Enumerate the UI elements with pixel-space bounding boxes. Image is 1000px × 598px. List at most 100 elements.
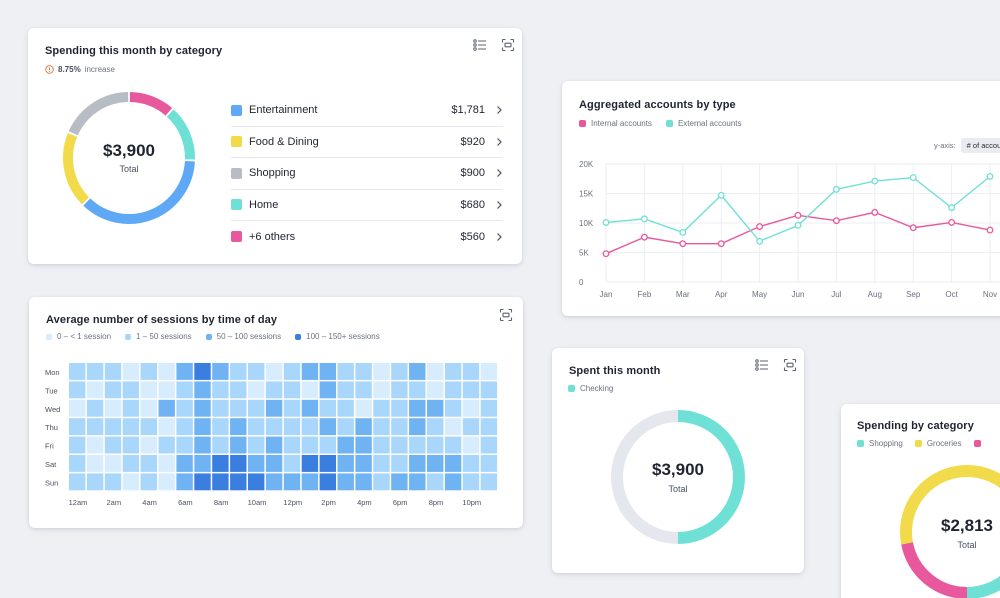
data-point[interactable] (602, 218, 610, 226)
heatmap-cell[interactable] (248, 399, 265, 417)
heatmap-cell[interactable] (230, 473, 247, 491)
heatmap-cell[interactable] (194, 381, 211, 399)
heatmap-cell[interactable] (158, 473, 175, 491)
heatmap-cell[interactable] (319, 381, 336, 399)
heatmap-cell[interactable] (122, 363, 140, 380)
category-row[interactable]: Food & Dining $920 (231, 127, 503, 158)
heatmap-cell[interactable] (427, 455, 444, 472)
data-point[interactable] (679, 228, 687, 236)
heatmap-cell[interactable] (140, 399, 157, 417)
heatmap-cell[interactable] (122, 399, 140, 417)
heatmap-cell[interactable] (480, 381, 498, 399)
heatmap-cell[interactable] (69, 418, 86, 436)
heatmap-cell[interactable] (444, 436, 462, 454)
heatmap-cell[interactable] (140, 363, 157, 380)
heatmap-cell[interactable] (140, 381, 157, 399)
heatmap-cell[interactable] (373, 399, 390, 417)
heatmap-cell[interactable] (444, 381, 462, 399)
category-row[interactable]: +6 others $560 (231, 221, 503, 253)
heatmap-cell[interactable] (283, 363, 301, 380)
heatmap-cell[interactable] (427, 418, 444, 436)
heatmap-cell[interactable] (212, 436, 229, 454)
heatmap-cell[interactable] (337, 381, 354, 399)
heatmap-cell[interactable] (194, 473, 211, 491)
heatmap-cell[interactable] (301, 455, 319, 472)
heatmap-cell[interactable] (122, 473, 140, 491)
heatmap-cell[interactable] (480, 418, 498, 436)
heatmap-cell[interactable] (140, 455, 157, 472)
heatmap-cell[interactable] (462, 473, 480, 491)
heatmap-cell[interactable] (176, 363, 193, 380)
heatmap-cell[interactable] (319, 436, 336, 454)
heatmap-cell[interactable] (122, 381, 140, 399)
heatmap-cell[interactable] (194, 418, 211, 436)
heatmap-cell[interactable] (248, 418, 265, 436)
heatmap-cell[interactable] (86, 473, 104, 491)
heatmap-cell[interactable] (391, 436, 408, 454)
heatmap-cell[interactable] (104, 399, 122, 417)
heatmap-cell[interactable] (230, 399, 247, 417)
heatmap-cell[interactable] (230, 418, 247, 436)
heatmap-cell[interactable] (158, 436, 175, 454)
heatmap-cell[interactable] (86, 436, 104, 454)
heatmap-cell[interactable] (427, 363, 444, 380)
heatmap-cell[interactable] (212, 363, 229, 380)
data-point[interactable] (948, 204, 956, 212)
data-point[interactable] (794, 211, 802, 219)
heatmap-cell[interactable] (230, 381, 247, 399)
heatmap-cell[interactable] (194, 436, 211, 454)
heatmap-cell[interactable] (283, 399, 301, 417)
data-point[interactable] (756, 223, 764, 230)
donut-slice--6-others[interactable] (129, 92, 173, 116)
heatmap-cell[interactable] (480, 436, 498, 454)
heatmap-cell[interactable] (212, 399, 229, 417)
heatmap-cell[interactable] (409, 418, 426, 436)
heatmap-cell[interactable] (86, 363, 104, 380)
heatmap-cell[interactable] (212, 418, 229, 436)
legend-item[interactable]: External accounts (665, 119, 742, 128)
heatmap-cell[interactable] (248, 363, 265, 380)
heatmap-cell[interactable] (355, 399, 372, 417)
donut-slice-groceries[interactable] (900, 465, 1000, 545)
heatmap-cell[interactable] (69, 455, 86, 472)
heatmap-cell[interactable] (283, 436, 301, 454)
heatmap-cell[interactable] (283, 381, 301, 399)
heatmap-cell[interactable] (444, 363, 462, 380)
heatmap-cell[interactable] (355, 473, 372, 491)
heatmap-cell[interactable] (373, 363, 390, 380)
heatmap-cell[interactable] (319, 455, 336, 472)
donut-slice-remaining[interactable] (611, 410, 679, 544)
heatmap-cell[interactable] (265, 436, 283, 454)
heatmap-cell[interactable] (86, 381, 104, 399)
data-point[interactable] (640, 233, 648, 241)
heatmap-cell[interactable] (212, 455, 229, 472)
heatmap-cell[interactable] (337, 418, 354, 436)
heatmap-cell[interactable] (69, 381, 86, 399)
heatmap-cell[interactable] (104, 436, 122, 454)
heatmap-cell[interactable] (265, 381, 283, 399)
heatmap-cell[interactable] (176, 381, 193, 399)
heatmap-cell[interactable] (158, 363, 175, 380)
heatmap-cell[interactable] (283, 455, 301, 472)
donut-slice-pink[interactable] (901, 542, 968, 598)
expand-icon[interactable] (501, 38, 515, 52)
data-point[interactable] (832, 217, 840, 225)
data-point[interactable] (948, 218, 956, 226)
heatmap-cell[interactable] (444, 473, 462, 491)
data-point[interactable] (871, 177, 879, 185)
heatmap-cell[interactable] (265, 363, 283, 380)
heatmap-cell[interactable] (230, 363, 247, 380)
heatmap-cell[interactable] (301, 363, 319, 380)
heatmap-cell[interactable] (301, 436, 319, 454)
heatmap-cell[interactable] (86, 399, 104, 417)
heatmap-cell[interactable] (427, 381, 444, 399)
category-row[interactable]: Home $680 (231, 190, 503, 221)
heatmap-cell[interactable] (391, 399, 408, 417)
y-axis-selector[interactable]: y-axis: # of accounts (934, 138, 1000, 153)
heatmap-cell[interactable] (301, 381, 319, 399)
heatmap-cell[interactable] (265, 418, 283, 436)
heatmap-cell[interactable] (373, 418, 390, 436)
data-point[interactable] (909, 224, 917, 232)
list-view-icon[interactable] (755, 358, 769, 372)
heatmap-cell[interactable] (373, 381, 390, 399)
